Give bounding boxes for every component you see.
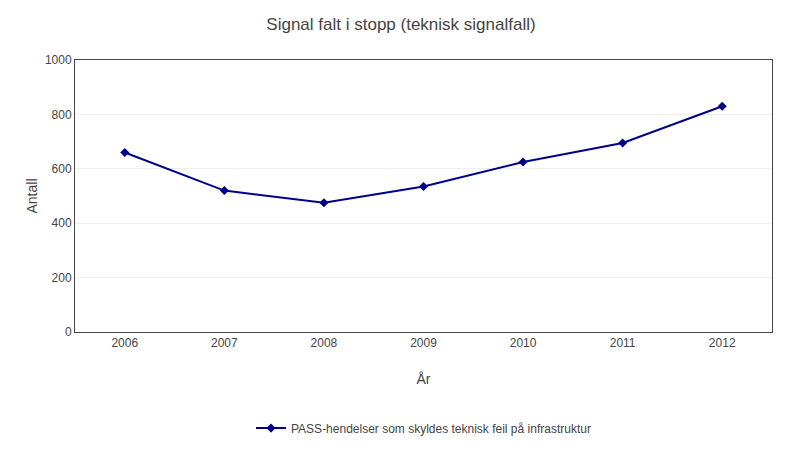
svg-text:1000: 1000 <box>45 53 72 67</box>
svg-text:År: År <box>417 371 431 387</box>
svg-text:2010: 2010 <box>510 336 537 350</box>
svg-text:600: 600 <box>52 162 72 176</box>
svg-text:2009: 2009 <box>410 336 437 350</box>
svg-text:PASS-hendelser som skyldes tek: PASS-hendelser som skyldes teknisk feil … <box>291 422 591 436</box>
svg-text:2011: 2011 <box>610 336 636 350</box>
svg-text:Antall: Antall <box>24 178 40 213</box>
svg-text:2007: 2007 <box>211 336 238 350</box>
svg-text:Signal falt i stopp (teknisk s: Signal falt i stopp (teknisk signalfall) <box>266 15 535 34</box>
svg-text:2008: 2008 <box>311 336 338 350</box>
svg-text:800: 800 <box>52 108 72 122</box>
svg-text:2006: 2006 <box>111 336 138 350</box>
svg-text:0: 0 <box>65 325 72 339</box>
svg-text:400: 400 <box>52 216 72 230</box>
svg-text:200: 200 <box>52 271 72 285</box>
svg-text:2012: 2012 <box>709 336 736 350</box>
